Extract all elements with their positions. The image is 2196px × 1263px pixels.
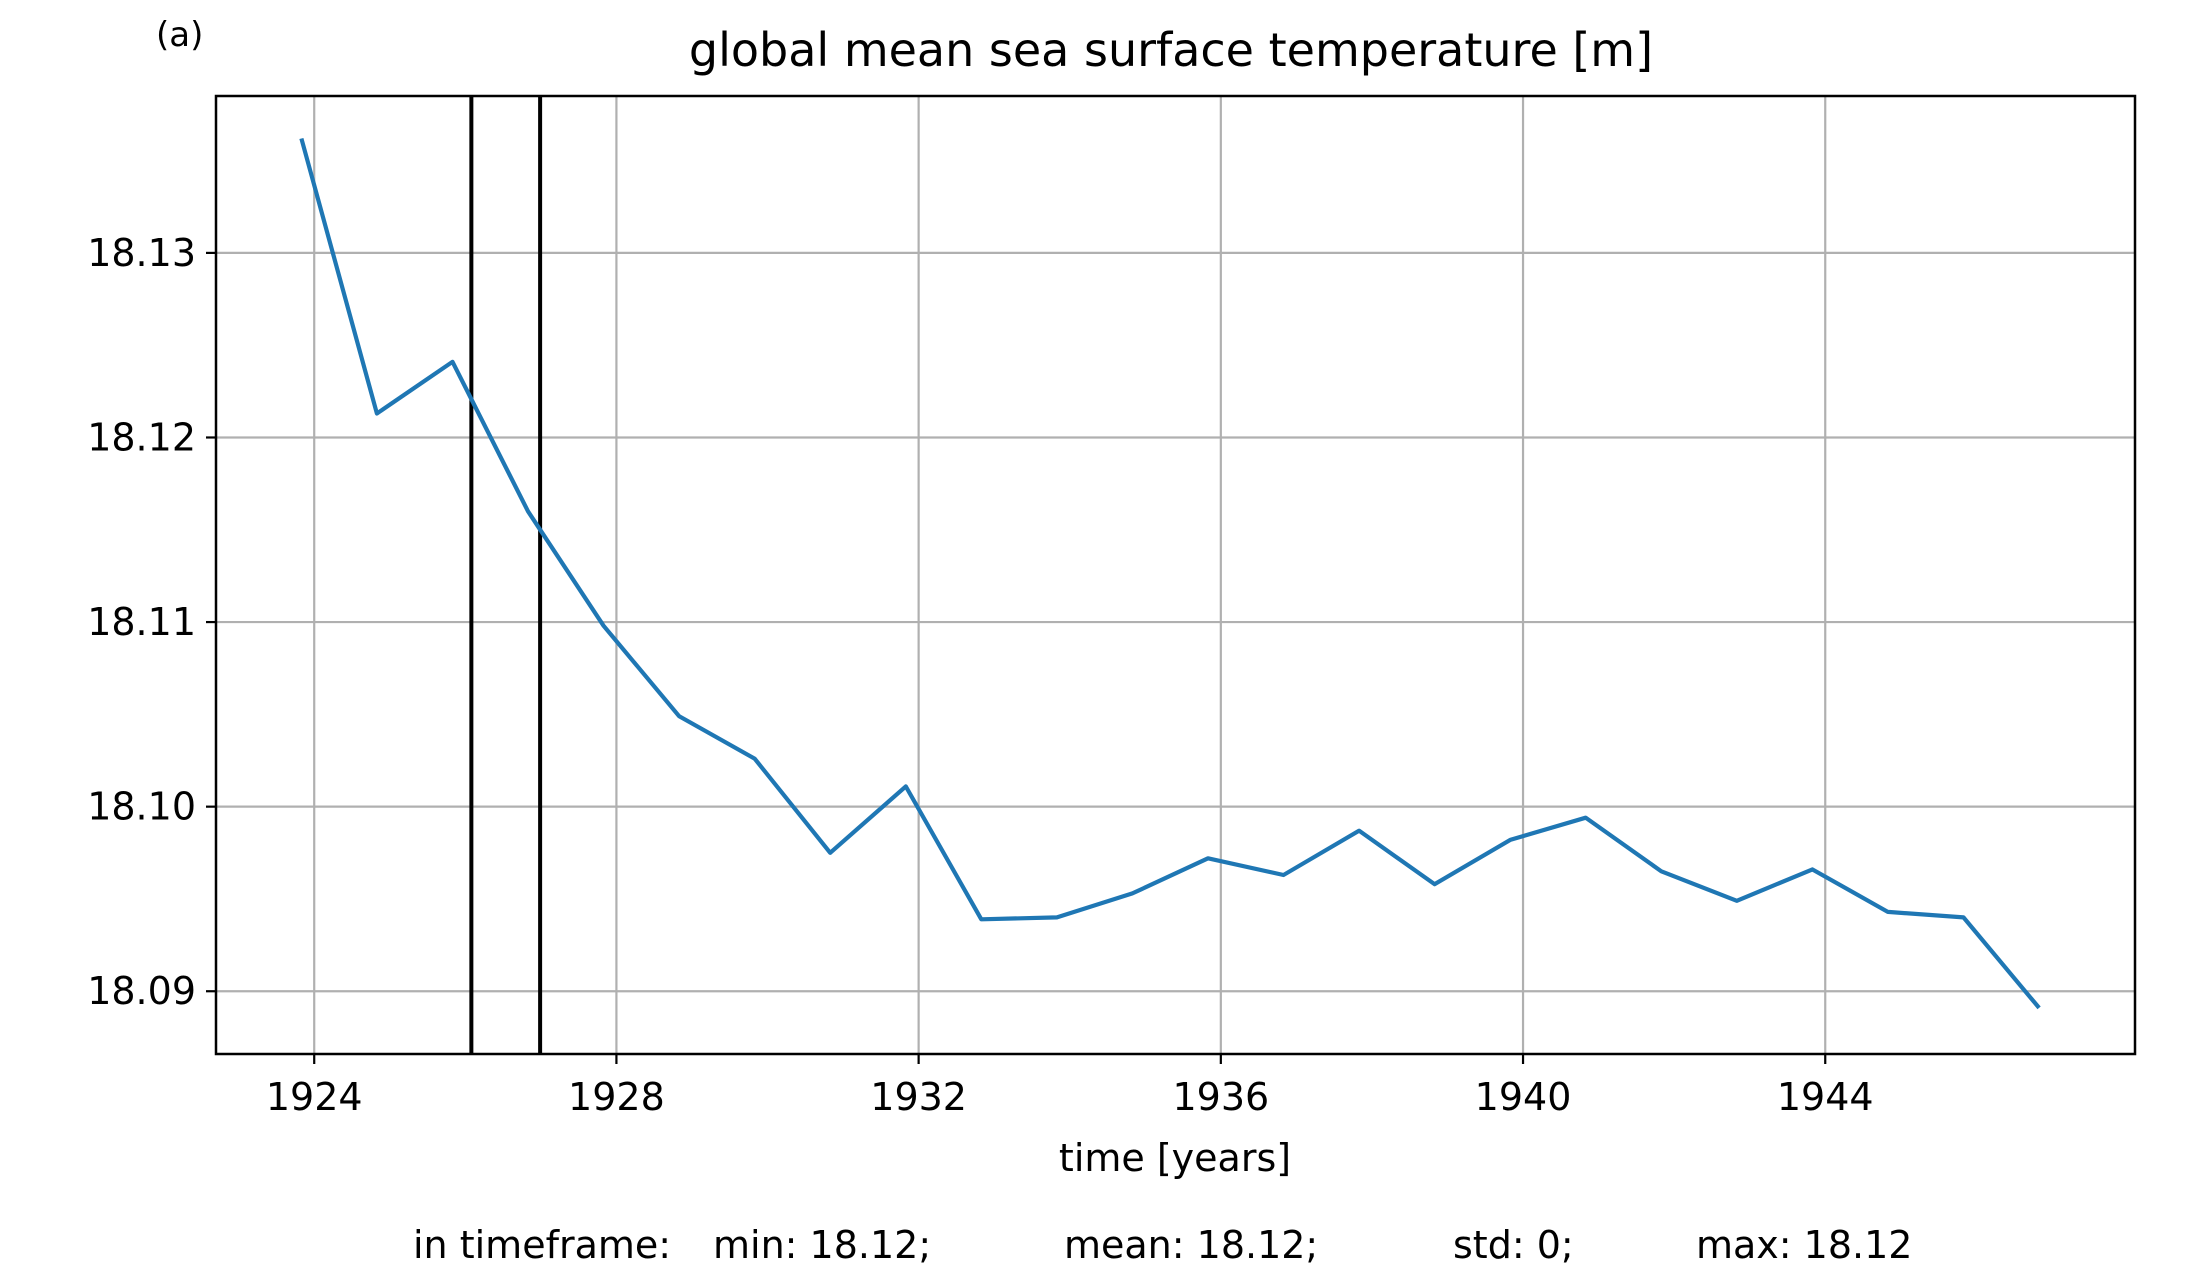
series-line — [299, 137, 2041, 1010]
y-tick-label: 18.13 — [87, 231, 196, 275]
series-layer — [299, 137, 2041, 1010]
x-tick-label: 1928 — [568, 1075, 665, 1119]
stats-min: min: 18.12; — [713, 1223, 931, 1263]
x-tick-label: 1940 — [1475, 1075, 1572, 1119]
y-tick-label: 18.09 — [87, 969, 196, 1013]
vertical-markers — [469, 96, 543, 1054]
chart-title: global mean sea surface temperature [m] — [689, 23, 1653, 77]
panel-label: (a) — [156, 15, 203, 55]
x-tick-label: 1944 — [1777, 1075, 1874, 1119]
x-axis-ticks: 1924 1928 1932 1936 1940 1944 — [266, 1054, 1874, 1119]
stats-prefix: in timeframe: — [413, 1223, 671, 1263]
x-tick-label: 1924 — [266, 1075, 363, 1119]
x-axis-label: time [years] — [1059, 1136, 1291, 1180]
stats-mean: mean: 18.12; — [1064, 1223, 1318, 1263]
grid-x — [313, 96, 1827, 1054]
stats-std: std: 0; — [1453, 1223, 1574, 1263]
grid-y — [216, 251, 2135, 993]
x-tick-label: 1936 — [1172, 1075, 1269, 1119]
y-tick-label: 18.11 — [87, 600, 196, 644]
plot-frame — [214, 94, 2137, 1056]
y-axis-ticks: 18.09 18.10 18.11 18.12 18.13 — [87, 231, 216, 1013]
stats-max: max: 18.12 — [1696, 1223, 1912, 1263]
x-tick-label: 1932 — [870, 1075, 967, 1119]
y-tick-label: 18.12 — [87, 415, 196, 459]
y-tick-label: 18.10 — [87, 785, 196, 829]
